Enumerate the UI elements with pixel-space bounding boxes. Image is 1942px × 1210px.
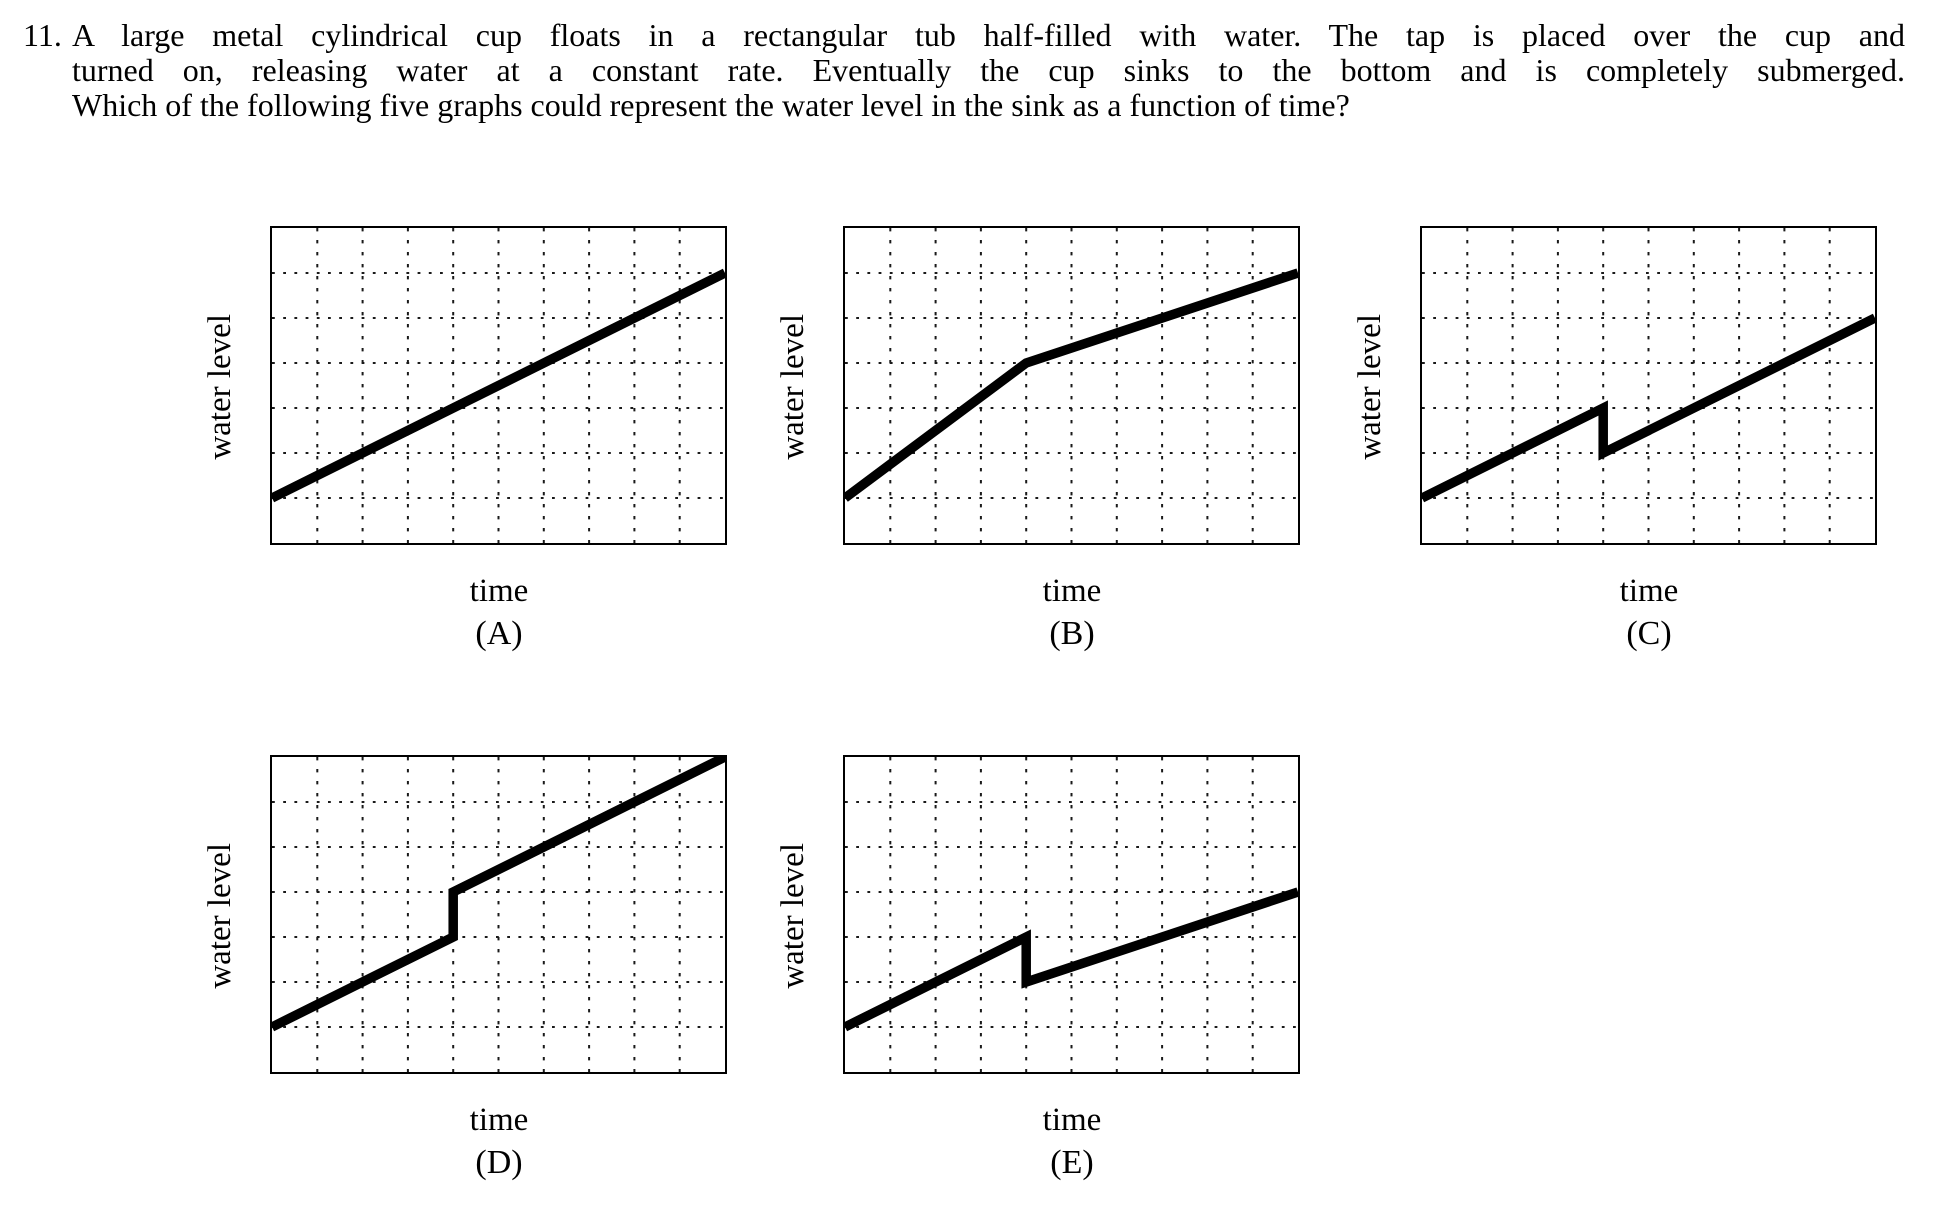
x-axis-label: time	[469, 573, 529, 609]
question-text: A large metal cylindrical cup floats in …	[72, 18, 1905, 123]
chart-figure-c: water level time (C)	[1320, 226, 1878, 654]
chart-letter-d: (D)	[475, 1144, 523, 1181]
plot-area-a	[270, 226, 727, 545]
question-line-2: turned on, releasing water at a constant…	[72, 52, 1905, 88]
x-axis-label: time	[469, 1102, 529, 1138]
plot-area-c	[1420, 226, 1877, 545]
plot-area-b	[843, 226, 1300, 545]
plot-area-e	[843, 755, 1300, 1074]
water-level-series-line	[845, 887, 1298, 1032]
chart-letter-e: (E)	[1050, 1144, 1094, 1181]
gridlines	[1422, 228, 1875, 543]
chart-letter-c: (C)	[1626, 615, 1672, 652]
gridlines	[272, 757, 725, 1072]
gridlines	[272, 228, 725, 543]
x-axis-label: time	[1042, 1102, 1102, 1138]
y-axis-label: water level	[201, 842, 238, 989]
chart-figure-e: water level time (E)	[743, 755, 1301, 1183]
x-axis-label: time	[1042, 573, 1102, 609]
chart-letter-a: (A)	[475, 615, 523, 652]
question-line-1: A large metal cylindrical cup floats in …	[72, 17, 1905, 53]
chart-caption-c: time (C)	[1420, 573, 1878, 654]
chart-caption-b: time (B)	[843, 573, 1301, 654]
y-axis-label: water level	[201, 313, 238, 460]
question-number: 11.	[23, 17, 62, 53]
water-level-series-line	[845, 268, 1298, 502]
y-axis-label: water level	[774, 842, 811, 989]
chart-caption-e: time (E)	[843, 1102, 1301, 1183]
chart-caption-a: time (A)	[270, 573, 728, 654]
water-level-series-line	[272, 757, 725, 1032]
chart-caption-d: time (D)	[270, 1102, 728, 1183]
water-level-series-line	[1422, 313, 1875, 503]
water-level-series-line	[272, 268, 725, 503]
chart-letter-b: (B)	[1049, 615, 1095, 652]
x-axis-label: time	[1619, 573, 1679, 609]
chart-figure-a: water level time (A)	[170, 226, 728, 654]
y-axis-label: water level	[774, 313, 811, 460]
y-axis-label: water level	[1351, 313, 1388, 460]
gridlines	[845, 757, 1298, 1072]
question-line-3: Which of the following five graphs could…	[72, 87, 1350, 123]
chart-figure-b: water level time (B)	[743, 226, 1301, 654]
plot-area-d	[270, 755, 727, 1074]
chart-figure-d: water level time (D)	[170, 755, 728, 1183]
gridlines	[845, 228, 1298, 543]
